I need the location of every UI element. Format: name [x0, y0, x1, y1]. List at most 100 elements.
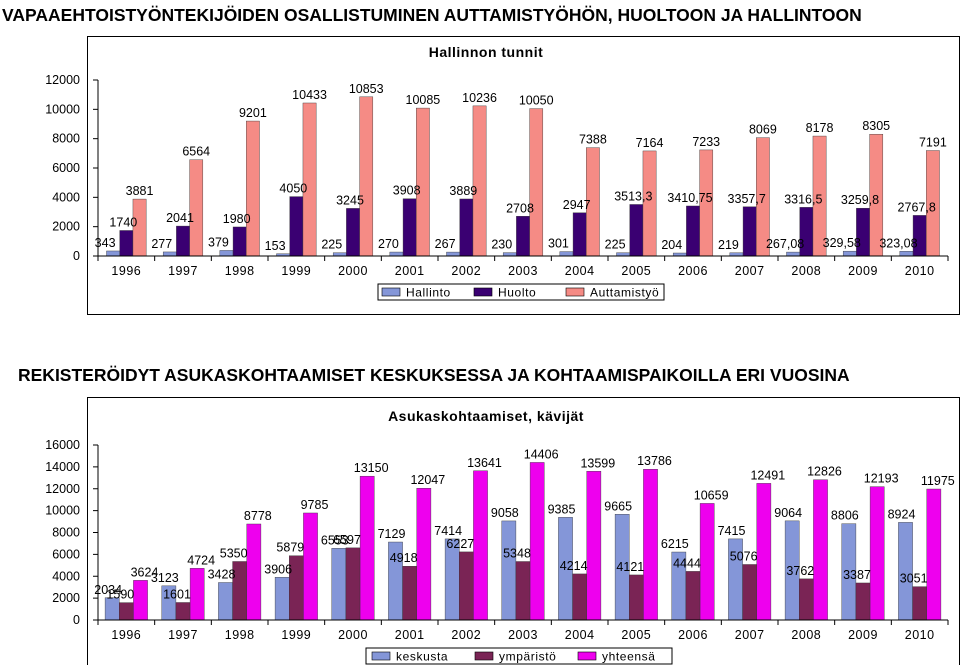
- data-label: 8305: [862, 119, 890, 133]
- data-label: 4724: [187, 553, 215, 567]
- data-label: 8178: [806, 121, 834, 135]
- x-tick-label: 2009: [848, 628, 878, 642]
- bar-ympäristö-2000: [345, 547, 361, 621]
- data-label: 3410,75: [667, 191, 712, 205]
- bar-keskusta-2002: [444, 538, 460, 621]
- y-tick-label: 10000: [45, 504, 80, 518]
- y-tick-label: 4000: [52, 190, 80, 204]
- data-label: 267,08: [766, 237, 804, 251]
- bar-ympäristö-2007: [742, 564, 757, 621]
- data-label: 13150: [354, 461, 389, 475]
- legend-label-Huolto: Huolto: [498, 286, 536, 300]
- bar-yhteensä-2004: [586, 471, 602, 621]
- chart-title: Hallinnon tunnit: [429, 44, 544, 60]
- y-tick-label: 12000: [45, 482, 80, 496]
- x-tick-label: 1999: [281, 628, 311, 642]
- data-label: 2767,8: [898, 200, 936, 214]
- data-label: 5076: [730, 549, 758, 563]
- x-tick-label: 1996: [111, 264, 141, 278]
- data-label: 379: [208, 235, 229, 249]
- data-label: 3624: [131, 565, 159, 579]
- data-label: 7233: [692, 135, 720, 149]
- bottom-heading: REKISTERÖIDYT ASUKASKOHTAAMISET KESKUKSE…: [18, 365, 850, 385]
- x-tick-label: 2010: [905, 264, 935, 278]
- data-label: 3428: [208, 568, 236, 582]
- data-label: 3889: [449, 184, 477, 198]
- data-label: 2708: [506, 201, 534, 215]
- legend-label-ympäristö: ympäristö: [499, 650, 556, 664]
- x-tick-label: 2007: [735, 628, 765, 642]
- bar-yhteensä-1996: [133, 580, 148, 621]
- data-label: 6215: [661, 537, 689, 551]
- legend-swatch-Hallinto: [381, 287, 401, 297]
- data-label: 9064: [774, 506, 802, 520]
- y-tick-label: 8000: [52, 132, 80, 146]
- data-label: 8778: [244, 509, 272, 523]
- bar-yhteensä-1998: [246, 523, 262, 621]
- data-label: 6553: [321, 533, 349, 547]
- y-tick-label: 16000: [45, 438, 80, 452]
- x-tick-label: 1997: [168, 628, 198, 642]
- data-label: 9201: [239, 106, 267, 120]
- data-label: 10085: [406, 93, 441, 107]
- x-tick-label: 2000: [338, 264, 368, 278]
- data-label: 2947: [563, 198, 591, 212]
- x-tick-label: 2004: [565, 628, 595, 642]
- bar-yhteensä-2005: [643, 469, 658, 621]
- data-label: 225: [321, 238, 342, 252]
- data-label: 4918: [390, 551, 418, 565]
- legend-label-Hallinto: Hallinto: [406, 286, 451, 300]
- data-label: 343: [95, 236, 116, 250]
- data-label: 4444: [673, 556, 701, 570]
- y-tick-label: 2000: [52, 591, 80, 605]
- data-label: 3123: [151, 571, 179, 585]
- x-tick-label: 2010: [905, 628, 935, 642]
- data-label: 7414: [434, 524, 462, 538]
- y-tick-label: 12000: [45, 73, 80, 87]
- hallinnon-tunnit-chart: Hallinnon tunnit 0 2000 4000 6000 8000 10000 12…: [45, 44, 949, 301]
- data-label: 4121: [616, 560, 644, 574]
- legend-swatch-yhteensä: [577, 651, 597, 661]
- bar-yhteensä-2003: [529, 462, 545, 621]
- data-label: 6597: [333, 533, 361, 547]
- data-label: 9665: [604, 499, 632, 513]
- x-tick-label: 2008: [791, 628, 821, 642]
- data-label: 153: [265, 239, 286, 253]
- bar-yhteensä-2006: [699, 503, 715, 621]
- y-tick-label: 0: [73, 613, 80, 627]
- data-label: 3881: [126, 184, 154, 198]
- data-label: 3357,7: [728, 192, 766, 206]
- bar-yhteensä-1999: [303, 512, 318, 621]
- legend-label-yhteensä: yhteensä: [602, 650, 656, 664]
- data-label: 3513,3: [614, 189, 652, 203]
- y-tick-label: 2000: [52, 220, 80, 234]
- x-tick-label: 1999: [281, 264, 311, 278]
- y-tick-label: 8000: [52, 526, 80, 540]
- data-label: 329,58: [823, 236, 861, 250]
- top-heading: VAPAAEHTOISTYÖNTEKIJÖIDEN OSALLISTUMINEN…: [2, 5, 862, 25]
- bar-yhteensä-1997: [189, 568, 205, 621]
- bar-ympäristö-2001: [402, 566, 417, 621]
- x-tick-label: 2002: [451, 628, 481, 642]
- data-label: 13641: [467, 456, 502, 470]
- bar-ympäristö-1997: [175, 602, 191, 621]
- data-label: 10236: [462, 91, 497, 105]
- data-label: 5348: [503, 547, 531, 561]
- x-tick-label: 2001: [395, 628, 425, 642]
- data-label: 13599: [580, 456, 615, 470]
- bar-ympäristö-1996: [119, 602, 134, 621]
- x-tick-label: 2007: [735, 264, 765, 278]
- bar-keskusta-1999: [274, 577, 290, 621]
- bar-yhteensä-2007: [756, 483, 772, 621]
- data-label: 3906: [264, 562, 292, 576]
- x-tick-label: 2009: [848, 264, 878, 278]
- data-label: 3762: [786, 564, 814, 578]
- x-tick-label: 2006: [678, 628, 708, 642]
- bar-yhteensä-2002: [473, 470, 488, 621]
- data-label: 7191: [919, 136, 947, 150]
- data-label: 277: [151, 237, 172, 251]
- bar-yhteensä-2009: [869, 486, 885, 621]
- x-tick-label: 2005: [621, 628, 651, 642]
- data-label: 3245: [336, 193, 364, 207]
